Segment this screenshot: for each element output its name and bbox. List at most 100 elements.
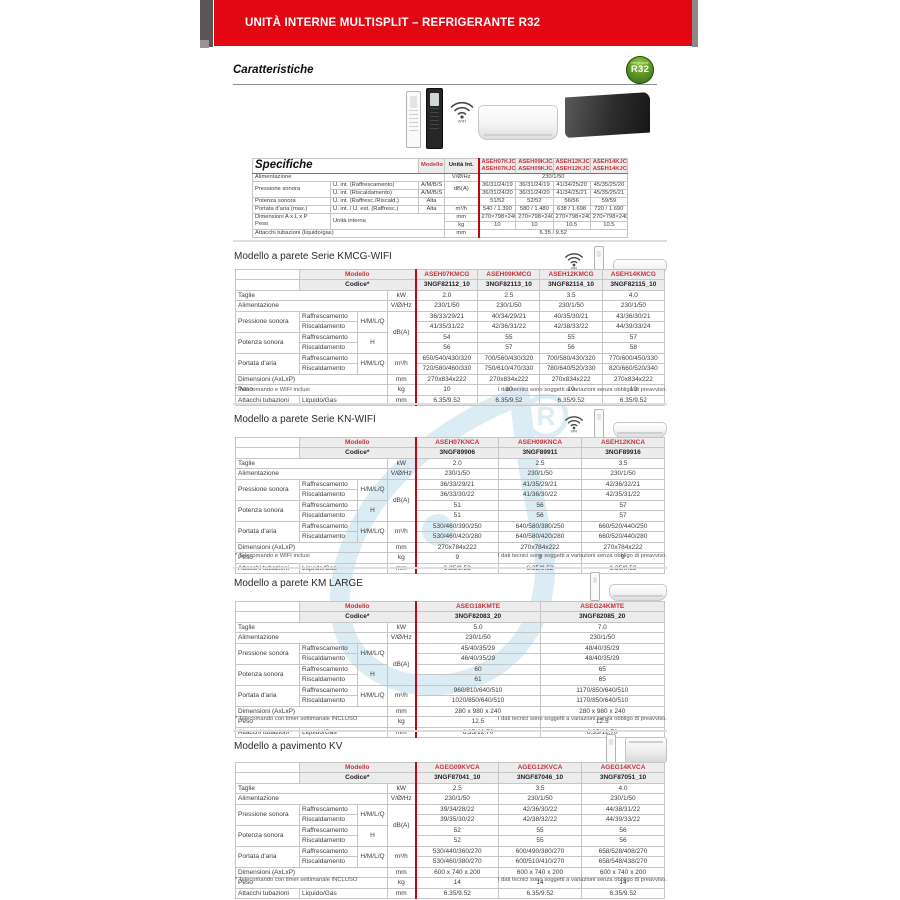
value-cell: 270x834x222 <box>601 373 666 386</box>
model-cell: ASEH07KJCALASEH07KJCALB <box>477 158 517 174</box>
value-cell: 36/31/24/19 <box>515 180 554 190</box>
label-cell: Portata d'aria <box>235 520 300 543</box>
code-cell: 3NGF87041_10 <box>414 772 499 784</box>
remote-white-image <box>406 91 421 148</box>
wifi-icon: WIFI <box>563 412 585 438</box>
scale-cell: A/M/B/S <box>418 188 445 198</box>
value-cell: 7.0 <box>539 621 665 634</box>
code-cell: 3NGF82114_10 <box>539 279 603 291</box>
label-cell: Portata d'aria <box>235 845 300 868</box>
label-cell: Taglie <box>235 621 388 634</box>
label-cell: Taglie <box>235 457 388 470</box>
row-potenza-riscaldamento: Riscaldamento 52 55 56 <box>236 835 666 847</box>
value-cell: 660/520/440/250 <box>580 520 666 533</box>
value-cell: 10 <box>477 220 517 230</box>
sublabel-cell: Liquido/Gas <box>299 887 388 900</box>
footnote-left: * Telecomando e WIFI inclusi <box>235 553 310 559</box>
value-cell: 36/33/30/22 <box>414 489 499 501</box>
remote-icon <box>606 734 616 763</box>
scale-cell: Alta <box>418 204 445 214</box>
modello-header: Modello <box>298 268 417 281</box>
value-cell: 10 <box>414 384 479 396</box>
value-cell: 660/520/440/280 <box>580 531 666 543</box>
modello-header: Modello <box>298 761 417 774</box>
row-potenza-sonora: Potenza sonora U. int. (Raffresc./Riscal… <box>252 196 629 206</box>
value-cell: 2.0 <box>414 289 479 302</box>
value-cell: 44/39/33/22 <box>580 814 666 826</box>
value-cell: 230/1/50 <box>498 793 582 805</box>
value-cell: 960/810/640/510 <box>414 684 541 697</box>
label-cell: Potenza sonora <box>235 331 300 354</box>
row-alimentazione: Alimentazione V/Ø/Hz 230/1/50 230/1/50 2… <box>235 468 666 480</box>
value-cell: 720/580/460/330 <box>414 363 479 375</box>
model-cell: ASEH14KMCG <box>601 268 666 281</box>
section-divider <box>233 403 667 405</box>
unit-cell: m³/h <box>386 520 417 543</box>
value-cell: 14 <box>414 877 499 889</box>
section-heading: Caratteristiche <box>233 64 314 76</box>
value-cell: 51 <box>414 499 499 512</box>
row-portata-raffrescamento: Portata d'aria Raffrescamento H/M/L/Q m³… <box>235 684 665 707</box>
row-peso: Peso kg 9 9 9 <box>235 552 666 564</box>
unit-cell: kg <box>386 716 417 728</box>
value-cell: 530/440/360/270 <box>414 845 499 858</box>
code-cell: 3NGF87046_10 <box>498 772 582 784</box>
scale-cell: H/M/L/Q <box>357 845 388 868</box>
row-potenza-raffrescamento: Potenza sonora Raffrescamento H 54 55 55… <box>235 331 666 354</box>
value-cell: 42/38/32/22 <box>498 814 582 826</box>
value-cell: 720 / 1.690 <box>589 204 629 214</box>
footnote-left: * Telecomando e WIFI inclusi <box>235 387 310 393</box>
model-row: Modello ASEH07KMCG ASEH09KMCG ASEH12KMCG… <box>235 268 666 281</box>
value-cell: 45/40/35/29 <box>414 642 541 655</box>
label-cell: Potenza sonora <box>235 824 300 847</box>
code-cell: 3NGF89906 <box>414 447 499 459</box>
value-cell: 1020/850/640/510 <box>414 695 541 707</box>
value-cell: 270x784x222 <box>580 541 666 554</box>
value-cell: 750/610/470/330 <box>477 363 541 375</box>
section-divider <box>233 240 667 242</box>
label-cell: Portata d'aria <box>235 352 300 375</box>
label-cell: Potenza sonora <box>235 499 300 522</box>
label-cell: Attacchi tubazioni (liquido/gas) <box>252 228 445 238</box>
model-cell: ASEH09KJCALASEH09KJCALB <box>515 158 554 174</box>
page-edge-left-corner <box>200 40 209 48</box>
modello-header: Modello <box>418 158 445 174</box>
sublabel-cell: Raffrescamento <box>299 642 358 655</box>
code-row: Codice* 3NGF87041_10 3NGF87046_10 3NGF87… <box>235 772 666 784</box>
value-cell: 700/560/430/320 <box>477 352 541 365</box>
sublabel-cell: Raffrescamento <box>299 845 358 858</box>
value-cell: 230/1/50 <box>414 632 541 644</box>
unit-cell: kW <box>386 621 417 634</box>
remote-black-image <box>426 88 443 149</box>
value-cell: 46/40/35/29 <box>414 653 541 665</box>
value-cell: 9 <box>414 552 499 564</box>
label-cell: Dimensioni (AxLxP) <box>235 541 388 554</box>
value-cell: 42/36/31/22 <box>477 321 541 333</box>
value-cell: 530/460/380/270 <box>414 856 499 868</box>
value-cell: 10.5 <box>552 220 591 230</box>
value-cell: 600 x 740 x 200 <box>414 866 499 879</box>
kmcg-table: Modello ASEH07KMCG ASEH09KMCG ASEH12KMCG… <box>235 268 666 407</box>
row-pressione-raffrescamento: Pressione sonora Raffrescamento H/M/L/Q … <box>235 478 666 522</box>
section-title-km: Modello a parete KM LARGE <box>234 578 363 589</box>
value-cell: 51 <box>414 510 499 522</box>
model-cell: ASEH07KNCA <box>414 436 499 449</box>
label-cell: Dimensioni A x L x P Peso <box>252 212 331 230</box>
row-portata-riscaldamento: Riscaldamento 720/580/460/330 750/610/47… <box>236 363 666 375</box>
unit-cell: mm <box>444 228 479 238</box>
scale-cell: H/M/L/Q <box>357 352 388 375</box>
unit-cell: mm <box>386 866 417 879</box>
model-cell: ASEH12KMCG <box>539 268 603 281</box>
value-cell: 230/1/50 <box>539 300 603 312</box>
value-cell: 41/35/31/22 <box>414 321 479 333</box>
row-taglie: Taglie kW 2.0 2.5 3.5 <box>235 457 666 470</box>
value-cell: 700/580/430/320 <box>539 352 603 365</box>
value-cell: 2.0 <box>414 457 499 470</box>
value-cell: 61 <box>414 674 541 686</box>
sublabel-cell: U. int. / U. est. (Raffresc.) <box>330 204 419 214</box>
unita-int-header: Unità Int. <box>444 158 479 174</box>
code-cell: 3NGF82083_20 <box>414 611 541 623</box>
value-cell: 41/35/29/21 <box>498 478 582 491</box>
model-cell: ASEG24KMTE <box>539 600 665 613</box>
value-cell: 57 <box>580 499 666 512</box>
